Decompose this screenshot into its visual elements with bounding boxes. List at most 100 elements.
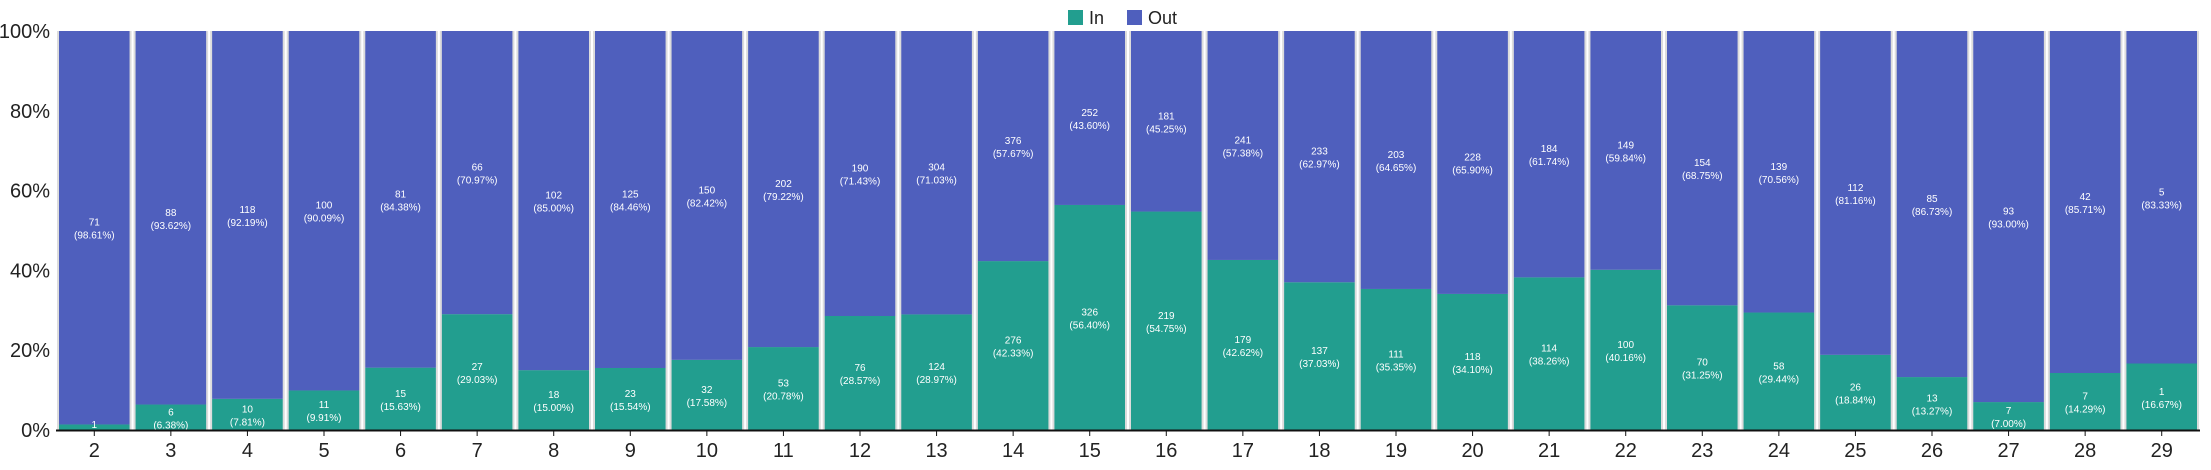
data-label-in-value: 26 [1850,382,1862,393]
bar-group: 27 (29.03%) 66 (70.97%) [439,31,515,430]
data-label-out-percent: (59.84%) [1605,153,1646,164]
data-label-in-value: 219 [1158,311,1175,322]
data-label-in-percent: (40.16%) [1605,353,1646,364]
data-label-out-percent: (70.97%) [457,176,498,187]
bar-group: 7 (14.29%) 42 (85.71%) [2047,31,2123,430]
data-label-out-value: 181 [1158,111,1175,122]
bar-segment-in [518,370,589,430]
bar-group: 18 (15.00%) 102 (85.00%) [516,31,591,430]
data-label-out-value: 139 [1771,162,1788,173]
bar-group: 118 (34.10%) 228 (65.90%) [1435,31,1510,430]
data-label-in-value: 18 [548,390,560,401]
bar-group: 219 (54.75%) 181 (45.25%) [1129,31,1204,430]
bar-group: 53 (20.78%) 202 (79.22%) [746,31,821,430]
chart-legend: In Out [1068,8,1177,28]
bar-segment-in [1667,305,1738,430]
x-tick-label: 24 [1768,440,1790,462]
x-tick-label: 13 [925,440,947,462]
bar-segment-in [212,398,283,430]
bars: 171(98.61%)6(6.38%)88(93.62%)10(7.81%)11… [57,31,2199,431]
y-axis: 0% 20% 40% 60% 80% 100% [0,21,50,442]
data-label-out-percent: (83.33%) [2141,200,2182,211]
data-label-in-percent: (7.00%) [1991,419,2026,430]
data-label-in-percent: (42.62%) [1223,348,1264,359]
bar-segment-out [1743,31,1815,313]
y-tick-label: 40% [10,260,50,282]
bar-group: 32 (17.58%) 150 (82.42%) [669,31,745,430]
bar-segment-in [1360,288,1432,430]
data-label-in-percent: (37.03%) [1299,359,1340,370]
bar-group: 13 (13.27%) 85 (86.73%) [1894,31,1970,430]
data-label-in-value: 15 [395,389,407,400]
data-label-out-value: 252 [1081,108,1098,119]
data-label-in-percent: (17.58%) [687,398,728,409]
bar-group: 70 (31.25%) 154 (68.75%) [1665,31,1740,430]
data-label-out-value: 85 [1926,194,1938,205]
data-label-out-value: 66 [472,163,484,174]
data-label-in-percent: (42.33%) [993,349,1034,360]
x-tick-label: 28 [2074,440,2096,462]
bar-segment-in [1590,269,1661,430]
data-label-in-percent: (16.67%) [2141,400,2182,411]
data-label-out-percent: (86.73%) [1912,207,1953,218]
data-label-out-percent: (85.71%) [2065,205,2106,216]
data-label-out-percent: (84.38%) [380,202,421,213]
bar-group: 10 (7.81%) 118 (92.19%) [210,31,285,430]
data-label-out-percent: (43.60%) [1069,121,1110,132]
data-label-out-percent: (71.03%) [916,176,957,187]
data-label-in-value: 111 [1388,349,1404,360]
bar-segment-in [365,367,436,430]
bar-segment-out [365,31,436,368]
data-label-out-percent: (57.67%) [993,149,1034,160]
bar-group: 1 (16.67%) 5 (83.33%) [2124,31,2199,430]
data-label-in-percent: (14.29%) [2065,405,2106,416]
bar-segment-out [1513,31,1585,278]
x-tick-label: 7 [472,440,483,462]
bar-segment-out [1973,31,2044,403]
bar-segment-out [977,31,1049,262]
bar-segment-out [518,31,589,371]
bar-group: 23 (15.54%) 125 (84.46%) [593,31,668,430]
data-label-in-percent: (7.81%) [230,417,265,428]
bar-segment-out [824,31,896,316]
data-label-in-percent: (29.03%) [457,375,498,386]
bar-segment-out [59,31,130,425]
data-label-in-value: 53 [778,379,790,390]
data-label-out-value: 241 [1235,135,1252,146]
x-tick-label: 21 [1538,440,1560,462]
data-label-out-percent: (85.00%) [533,204,574,215]
x-tick-label: 25 [1844,440,1866,462]
bar-segment-in [135,404,207,430]
bar-segment-out [1590,31,1661,270]
data-label-in-percent: (13.27%) [1912,407,1953,418]
data-label-out-percent: (68.75%) [1682,171,1723,182]
x-tick-label: 20 [1461,440,1483,462]
data-label-out-value: 202 [775,179,792,190]
legend-label: In [1089,8,1104,28]
x-tick-label: 19 [1385,440,1407,462]
data-label-in-percent: (15.54%) [610,402,651,413]
data-label-in-percent: (34.10%) [1452,365,1493,376]
data-label-out-value: 233 [1311,147,1328,158]
data-label-in-value: 13 [1926,394,1938,405]
bar-group: 26 (18.84%) 112 (81.16%) [1818,31,1893,430]
data-label-in-value: 1 [2159,387,2165,398]
data-label-out-percent: (57.38%) [1223,148,1264,159]
bar-segment-out [901,31,972,315]
data-label-in-value: 10 [242,404,254,415]
data-label-in-value: 7 [2006,406,2012,417]
bar-segment-out [1667,31,1738,306]
x-tick-label: 22 [1615,440,1637,462]
bar-segment-in [901,314,972,430]
x-tick-label: 29 [2151,440,2173,462]
data-label-out-percent: (45.25%) [1146,124,1187,135]
data-label-in-percent: (29.44%) [1759,374,1800,385]
bar-segment-out [1360,31,1432,289]
legend-label: Out [1148,8,1177,28]
bar-segment-out [1896,31,1968,378]
data-label-out-value: 228 [1464,152,1481,163]
data-label-in-value: 58 [1773,361,1785,372]
data-label-in-percent: (28.57%) [840,376,881,387]
bar-group: 137 (37.03%) 233 (62.97%) [1282,31,1357,430]
data-label-in-value: 27 [472,362,484,373]
